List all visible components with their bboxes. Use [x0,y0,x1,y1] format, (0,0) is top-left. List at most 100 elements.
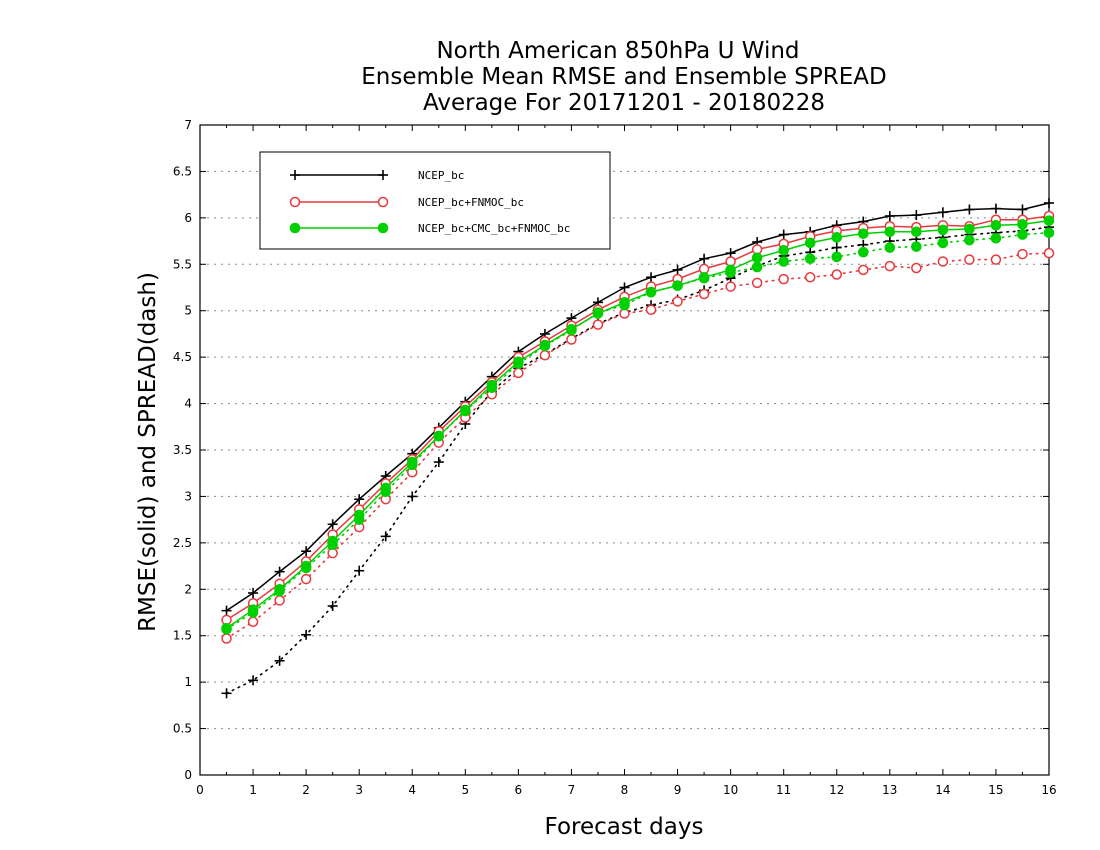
rmse-point-ncep-bc-cmc-bc-fnmoc-bc [566,323,577,335]
y-tick-label: 1 [184,675,192,689]
y-tick-label: 4.5 [173,350,192,364]
x-tick-label: 0 [196,783,204,797]
rmse-point-ncep-bc-cmc-bc-fnmoc-bc [672,280,683,291]
spread-point-ncep-bc-fnmoc-bc [884,260,896,272]
spread-point-ncep-bc-cmc-bc-fnmoc-bc [857,246,869,258]
spread-point-ncep-bc-fnmoc-bc [937,256,949,267]
legend-label-ncep-bc-cmc-bc-fnmoc-bc: NCEP_bc+CMC_bc+FNMOC_bc [418,222,570,235]
spread-point-ncep-bc-cmc-bc-fnmoc-bc [911,241,922,252]
rmse-point-ncep-bc-cmc-bc-fnmoc-bc [1043,215,1055,226]
y-tick-label: 2.5 [173,536,192,550]
rmse-point-ncep-bc-cmc-bc-fnmoc-bc [539,339,551,351]
x-tick-label: 4 [408,783,416,797]
spread-point-ncep-bc-fnmoc-bc [990,254,1002,265]
rmse-point-ncep-bc-cmc-bc-fnmoc-bc [274,583,285,595]
x-tick-label: 5 [461,783,469,797]
rmse-point-ncep-bc-cmc-bc-fnmoc-bc [300,560,312,572]
x-tick-label: 7 [568,783,576,797]
y-tick-label: 5.5 [173,257,192,271]
rmse-point-ncep-bc-cmc-bc-fnmoc-bc [990,219,1002,231]
y-tick-label: 1.5 [173,629,192,643]
rmse-point-ncep-bc-cmc-bc-fnmoc-bc [778,245,789,256]
spread-point-ncep-bc-fnmoc-bc [698,288,710,300]
rmse-point-ncep-bc-cmc-bc-fnmoc-bc [619,297,630,308]
spread-point-ncep-bc-fnmoc-bc [751,277,763,289]
legend-marker-ncep-bc-fnmoc-bc [289,196,301,208]
x-tick-label: 9 [674,783,682,797]
spread-point-ncep-bc-cmc-bc-fnmoc-bc [751,261,763,273]
series-layer [221,198,1055,699]
rmse-point-ncep-bc-cmc-bc-fnmoc-bc [460,404,471,416]
legend-marker-ncep-bc-cmc-bc-fnmoc-bc [377,222,389,234]
series-ncep-bc [221,198,1054,699]
spread-point-ncep-bc-fnmoc-bc [725,281,736,292]
y-tick-label: 6 [184,211,192,225]
spread-point-ncep-bc-fnmoc-bc [592,319,604,330]
axis-ticks: 0 1 2 3 4 5 6 7 8 9 10 11 12 13 14 15 1600.511.522.533.5… [173,118,1057,797]
spread-point-ncep-bc-fnmoc-bc [1017,248,1028,260]
title-line-1: North American 850hPa U Wind [436,38,799,64]
spread-point-ncep-bc-fnmoc-bc [778,273,789,285]
x-tick-label: 8 [621,783,629,797]
x-tick-label: 16 [1041,783,1056,797]
rmse-point-ncep-bc-cmc-bc-fnmoc-bc [1017,219,1028,230]
y-tick-label: 2 [184,582,192,596]
rmse-point-ncep-bc-cmc-bc-fnmoc-bc [433,430,445,442]
rmse-point-ncep-bc-cmc-bc-fnmoc-bc [513,356,524,368]
rmse-point-ncep-bc-cmc-bc-fnmoc-bc [884,226,896,238]
x-tick-label: 6 [515,783,523,797]
spread-point-ncep-bc-cmc-bc-fnmoc-bc [1017,229,1028,240]
spread-point-ncep-bc-fnmoc-bc [672,296,683,307]
rmse-point-ncep-bc-cmc-bc-fnmoc-bc [327,535,338,547]
spread-point-ncep-bc-fnmoc-bc [804,272,816,283]
legend-marker-ncep-bc-fnmoc-bc [377,196,389,208]
rmse-point-ncep-bc-cmc-bc-fnmoc-bc [221,622,232,634]
legend-marker-ncep-bc-cmc-bc-fnmoc-bc [289,222,301,234]
spread-point-ncep-bc-fnmoc-bc [964,254,975,265]
x-tick-label: 12 [829,783,844,797]
legend: NCEP_bc NCEP_bc+FNMOC_bc NCEP_bc+CMC_bc+FN… [259,151,611,250]
spread-point-ncep-bc-cmc-bc-fnmoc-bc [937,237,949,249]
spread-point-ncep-bc-cmc-bc-fnmoc-bc [884,242,896,253]
rmse-point-ncep-bc-cmc-bc-fnmoc-bc [911,226,922,238]
rmse-point-ncep-bc-cmc-bc-fnmoc-bc [964,223,975,235]
spread-point-ncep-bc-fnmoc-bc [513,367,524,379]
legend-label-ncep-bc-fnmoc-bc: NCEP_bc+FNMOC_bc [418,196,524,209]
rmse-point-ncep-bc-cmc-bc-fnmoc-bc [592,308,604,319]
y-tick-label: 6.5 [173,164,192,178]
spread-point-ncep-bc-cmc-bc-fnmoc-bc [831,251,843,263]
x-axis-label: Forecast days [545,814,704,840]
rmse-point-ncep-bc-cmc-bc-fnmoc-bc [751,252,763,264]
rmse-point-ncep-bc-cmc-bc-fnmoc-bc [857,228,869,239]
spread-point-ncep-bc-fnmoc-bc [858,264,869,276]
rmse-line-ncep-bc-fnmoc-bc [226,215,1050,621]
spread-point-ncep-bc-fnmoc-bc [274,595,285,606]
spread-point-ncep-bc-cmc-bc-fnmoc-bc [964,234,975,246]
spread-point-ncep-bc-fnmoc-bc [645,304,657,316]
rmse-point-ncep-bc-cmc-bc-fnmoc-bc [486,379,498,391]
x-tick-label: 13 [882,783,897,797]
legend-box [259,151,611,250]
spread-point-ncep-bc-fnmoc-bc [221,633,232,644]
spread-point-ncep-bc-cmc-bc-fnmoc-bc [990,232,1002,244]
rmse-point-ncep-bc-cmc-bc-fnmoc-bc [645,286,657,298]
y-tick-label: 7 [184,118,192,132]
title-line-2: Ensemble Mean RMSE and Ensemble SPREAD [361,64,886,90]
rmse-point-ncep-bc-cmc-bc-fnmoc-bc [937,224,949,236]
rmse-point-ncep-bc-cmc-bc-fnmoc-bc [831,232,843,243]
y-tick-label: 3 [184,489,192,503]
y-tick-label: 4 [184,397,192,411]
spread-point-ncep-bc-cmc-bc-fnmoc-bc [1043,227,1055,239]
spread-point-ncep-bc-fnmoc-bc [911,262,922,274]
title-line-3: Average For 20171201 - 20180228 [423,90,825,116]
spread-point-ncep-bc-fnmoc-bc [247,616,259,628]
legend-label-ncep-bc: NCEP_bc [418,169,464,182]
rmse-point-ncep-bc-cmc-bc-fnmoc-bc [380,482,392,494]
spread-line-ncep-bc-fnmoc-bc [225,252,1050,640]
x-tick-label: 1 [249,783,257,797]
rmse-point-ncep-bc-cmc-bc-fnmoc-bc [353,509,365,521]
spread-point-ncep-bc-fnmoc-bc [300,573,312,585]
x-tick-label: 15 [988,783,1003,797]
